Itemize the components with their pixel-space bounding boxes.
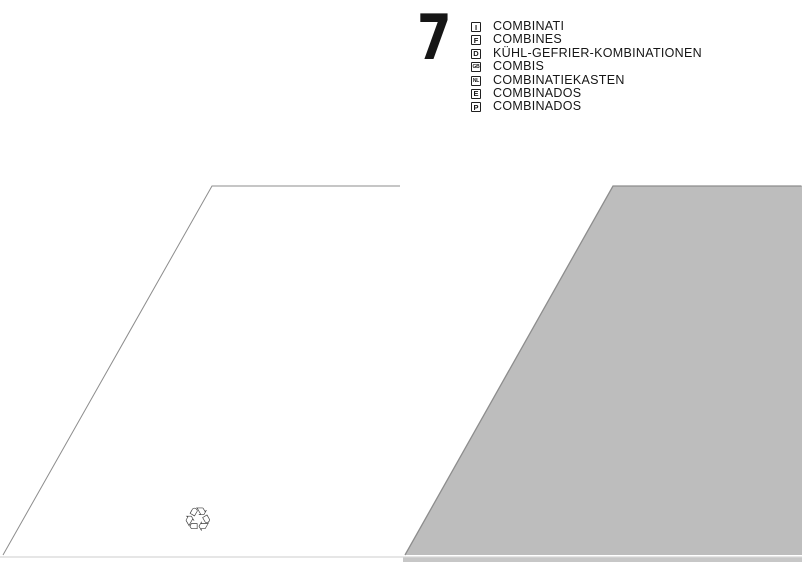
bottom-band-right (403, 557, 802, 562)
language-code-badge: P (471, 102, 481, 113)
language-label: COMBINES (493, 32, 563, 47)
language-row: P COMBINADOS (471, 100, 702, 113)
language-label: COMBIS (493, 59, 545, 74)
language-row: D KÜHL-GEFRIER-KOMBINATIONEN (471, 45, 702, 60)
language-label: COMBINATIEKASTEN (493, 72, 625, 87)
language-label: COMBINATI (493, 19, 565, 33)
gray-parallelogram-outline (404, 185, 802, 556)
white-parallelogram-outline (2, 185, 400, 556)
language-row: NL COMBINATIEKASTEN (471, 72, 702, 87)
language-list: I COMBINATI F COMBINES D KÜHL-GEFRIER-KO… (471, 19, 702, 114)
language-row: E COMBINADOS (471, 85, 702, 100)
language-code-badge: D (471, 48, 481, 59)
language-label: COMBINADOS (493, 99, 582, 114)
gray-parallelogram (405, 186, 802, 555)
language-code-badge: E (471, 88, 481, 99)
language-label: KÜHL-GEFRIER-KOMBINATIONEN (493, 45, 702, 60)
language-code-badge: I (471, 22, 481, 32)
language-code-badge: F (471, 35, 481, 46)
language-code-badge: GB (471, 62, 481, 73)
language-row: I COMBINATI (471, 19, 702, 33)
language-code-badge: NL (471, 75, 481, 86)
section-number: 7 (417, 1, 452, 74)
language-label: COMBINADOS (493, 85, 582, 100)
language-row: GB COMBIS (471, 60, 702, 73)
recycling-icon: ♲ (183, 500, 213, 539)
language-row: F COMBINES (471, 33, 702, 46)
